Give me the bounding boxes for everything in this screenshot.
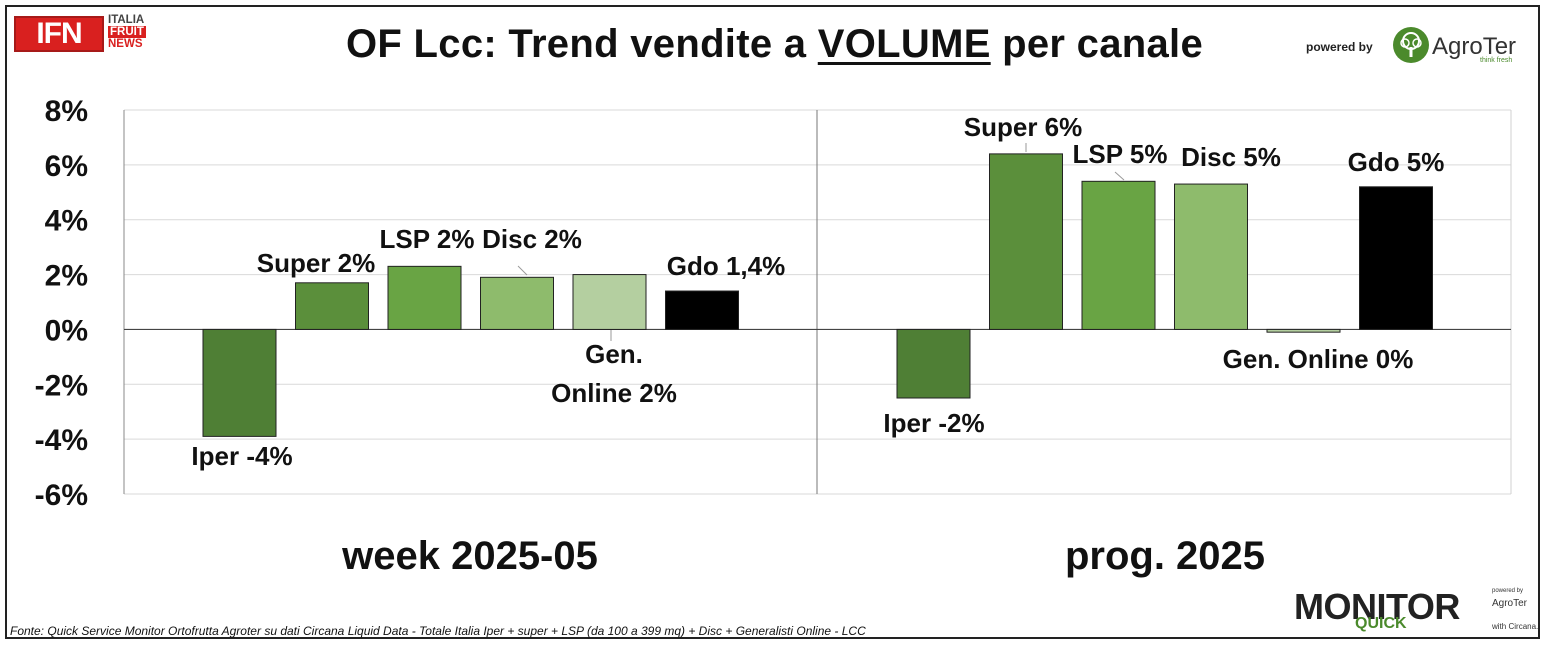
bar-super-1 xyxy=(295,282,369,330)
y-tick-label: 0% xyxy=(45,314,88,347)
data-label: Gen. Online 2% xyxy=(551,339,677,408)
data-label: Disc 5% xyxy=(1181,142,1281,172)
monitor-logo-quick: QUICK xyxy=(1355,615,1407,632)
bar-iper-1 xyxy=(202,328,277,437)
data-label: Gen. Online 0% xyxy=(1223,344,1414,374)
y-tick-label: 4% xyxy=(45,205,88,238)
ifn-logo-line1: ITALIA xyxy=(108,14,145,26)
chart-title-underlined: VOLUME xyxy=(817,22,991,66)
data-label: Super 2% xyxy=(257,248,376,278)
monitor-logo-text: MONITOR xyxy=(1294,586,1460,627)
monitor-circana: Circana. xyxy=(1508,622,1539,631)
data-label-line: Gen. xyxy=(585,339,643,369)
data-label: LSP 5% xyxy=(1073,139,1168,169)
bar-gen-online-1 xyxy=(572,274,647,330)
data-label: Gdo 5% xyxy=(1348,147,1445,177)
data-label: Gdo 1,4% xyxy=(667,251,785,281)
tree-icon-graphic xyxy=(1400,32,1422,57)
data-label: LSP 2% xyxy=(380,224,475,254)
bar-disc-2 xyxy=(1174,183,1248,330)
leader-line xyxy=(1114,171,1125,181)
bar-iper-2 xyxy=(896,328,971,399)
tree-icon xyxy=(1393,27,1429,63)
panel-label: prog. 2025 xyxy=(1065,534,1265,578)
data-label-line: Online 2% xyxy=(551,378,677,408)
bar-gdo-1 xyxy=(665,290,739,330)
monitor-with: with xyxy=(1492,622,1507,631)
y-tick-label: -4% xyxy=(35,424,88,457)
y-tick-label: -6% xyxy=(35,479,88,512)
chart-title-prefix: OF Lcc: Trend vendite a xyxy=(346,22,818,66)
agroter-brand: AgroTer xyxy=(1432,33,1517,60)
bar-lsp-2 xyxy=(1081,180,1156,330)
powered-by-text: powered by xyxy=(1306,40,1373,54)
ifn-logo-line3: NEWS xyxy=(108,38,143,50)
monitor-agroter: AgroTer xyxy=(1492,598,1528,609)
source-footnote: Fonte: Quick Service Monitor Ortofrutta … xyxy=(10,624,866,638)
chart-title-suffix: per canale xyxy=(990,22,1203,66)
ifn-logo-text: ITALIA FRUIT NEWS xyxy=(108,14,146,50)
data-label: Super 6% xyxy=(964,112,1083,142)
chart-frame xyxy=(5,5,1540,639)
bar-disc-1 xyxy=(480,276,554,330)
y-tick-label: -2% xyxy=(35,369,88,402)
bar-lsp-1 xyxy=(387,265,462,330)
ifn-logo-mark: IFN xyxy=(14,16,104,52)
bar-super-2 xyxy=(989,153,1063,330)
y-tick-label: 2% xyxy=(45,260,88,293)
chart-title: OF Lcc: Trend vendite a VOLUME per canal… xyxy=(0,22,1549,67)
monitor-powered-by: powered by xyxy=(1492,588,1524,594)
data-label: Iper -4% xyxy=(191,441,292,471)
monitor-circana-text: with Circana. xyxy=(1492,622,1538,631)
y-tick-label: 6% xyxy=(45,150,88,183)
ifn-logo-line2: FRUIT xyxy=(108,26,146,38)
agroter-tagline: think fresh xyxy=(1480,57,1513,64)
leader-line xyxy=(517,265,528,276)
y-tick-label: 8% xyxy=(45,95,88,128)
bar-gen-online-2 xyxy=(1266,328,1341,333)
bar-chart: 8% 6% 4% 2% 0% -2% -4% -6% week 2025-05 prog. 202… xyxy=(35,95,1512,578)
data-label: Iper -2% xyxy=(883,408,984,438)
ifn-logo: IFN ITALIA FRUIT NEWS xyxy=(14,14,164,56)
bar-gdo-2 xyxy=(1359,186,1433,330)
data-label: Disc 2% xyxy=(482,224,582,254)
panel-label: week 2025-05 xyxy=(341,534,598,578)
